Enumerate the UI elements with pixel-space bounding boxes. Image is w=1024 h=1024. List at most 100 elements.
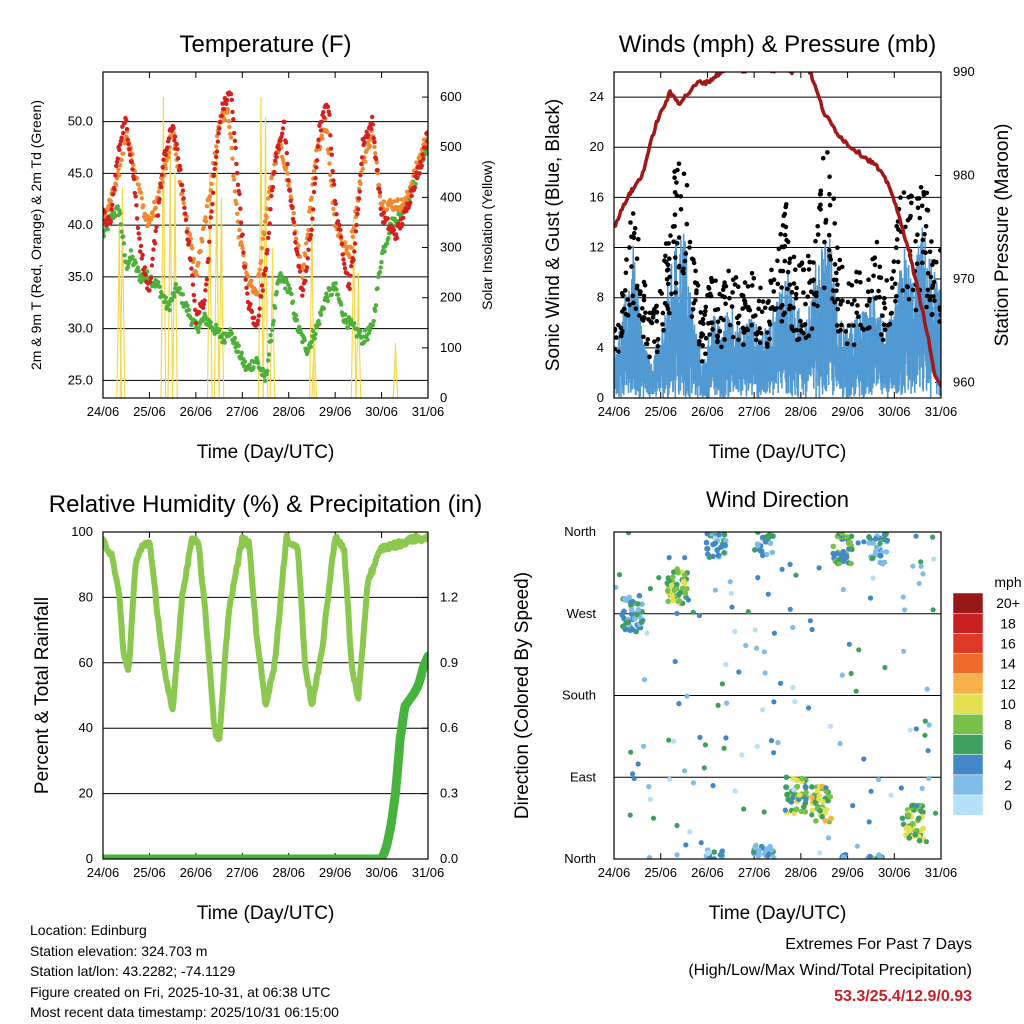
- temp-point: [269, 338, 274, 343]
- temp-point: [117, 211, 123, 216]
- temp-point: [215, 139, 220, 144]
- temp-point: [417, 171, 422, 176]
- temp-point: [413, 181, 418, 186]
- direction-point: [902, 607, 908, 613]
- direction-point: [752, 627, 758, 633]
- gust-point: [913, 307, 919, 313]
- temp-point: [267, 221, 272, 226]
- temp-point: [285, 171, 290, 176]
- temp-point: [257, 267, 262, 272]
- legend-label: 8: [1004, 716, 1012, 732]
- humidity-xlabel: Time (Day/UTC): [197, 903, 335, 924]
- temp-point: [378, 265, 383, 270]
- temp-point: [405, 194, 410, 199]
- gust-point: [869, 288, 874, 294]
- gust-point: [852, 298, 857, 303]
- temp-point: [423, 145, 428, 151]
- direction-tick-label: East: [570, 769, 596, 784]
- temp-xtick-label: 24/06: [87, 404, 120, 419]
- gust-point: [811, 260, 816, 265]
- temp-point: [295, 252, 300, 257]
- temp-point: [119, 158, 124, 163]
- direction-point: [913, 726, 919, 732]
- temp-point: [345, 271, 350, 276]
- direction-point: [722, 542, 728, 549]
- temp-point: [111, 210, 117, 215]
- humidity-y2tick-label: 0.3: [440, 786, 458, 801]
- gust-point: [799, 329, 804, 335]
- direction-tick-label: West: [567, 606, 597, 621]
- direction-point: [767, 843, 773, 850]
- gust-point: [924, 304, 929, 310]
- gust-point: [727, 322, 733, 328]
- temp-point: [171, 125, 176, 131]
- direction-point: [771, 855, 777, 859]
- gust-point: [683, 251, 689, 256]
- temp-point: [194, 273, 200, 278]
- gust-point: [900, 288, 905, 293]
- temp-point: [377, 190, 383, 195]
- direction-point: [666, 776, 673, 782]
- temp-point: [234, 201, 239, 207]
- gust-point: [693, 298, 698, 303]
- direction-point: [909, 820, 916, 827]
- temp-point: [342, 266, 348, 271]
- direction-point: [715, 552, 722, 559]
- temp-point: [289, 291, 294, 297]
- direction-point: [899, 815, 906, 822]
- temp-point: [283, 140, 289, 145]
- gust-point: [893, 298, 898, 304]
- direction-point: [867, 595, 874, 601]
- direction-point: [646, 784, 652, 790]
- temp-point: [116, 167, 121, 172]
- direction-point: [791, 787, 797, 793]
- temp-point: [133, 194, 138, 199]
- gust-point: [623, 270, 629, 276]
- direction-point: [918, 559, 924, 565]
- temp-point: [327, 161, 332, 166]
- temp-point: [202, 298, 207, 303]
- direction-point: [923, 839, 930, 845]
- gust-point: [823, 217, 829, 223]
- extremes-heading: Extremes For Past 7 Days: [785, 936, 972, 953]
- temp-point: [241, 250, 246, 255]
- temp-point: [345, 325, 351, 330]
- temp-point: [409, 193, 414, 199]
- direction-point: [616, 572, 623, 578]
- direction-point: [866, 540, 872, 546]
- temp-point: [209, 209, 214, 214]
- direction-point: [930, 534, 936, 540]
- temp-point: [370, 322, 376, 328]
- temp-point: [338, 302, 344, 307]
- extremes-values: 53.3/25.4/12.9/0.93: [834, 988, 972, 1005]
- direction-point: [888, 792, 894, 798]
- created-text: Figure created on Fri, 2025-10-31, at 06…: [30, 983, 331, 1000]
- temp-point: [234, 161, 239, 167]
- temp-point: [401, 215, 406, 220]
- gust-point: [831, 196, 836, 201]
- wind-ytick-label: 8: [597, 290, 604, 305]
- gust-point: [636, 237, 641, 242]
- gust-point: [881, 300, 887, 306]
- gust-point: [775, 258, 780, 264]
- direction-point: [724, 700, 730, 706]
- direction-point: [793, 777, 800, 783]
- temp-point: [391, 227, 397, 233]
- temp-point: [163, 295, 168, 300]
- wind-ytick-label: 4: [597, 340, 604, 355]
- gust-point: [845, 341, 850, 347]
- direction-point: [843, 553, 849, 559]
- direction-point: [679, 585, 686, 592]
- gust-point: [843, 329, 849, 334]
- direction-point: [674, 610, 680, 617]
- temp-y2tick-label: 400: [440, 189, 462, 204]
- temp-point: [294, 317, 300, 323]
- temp-point: [260, 236, 265, 241]
- temp-point: [307, 209, 312, 214]
- temp-point: [136, 231, 141, 236]
- temp-point: [103, 209, 107, 215]
- gust-point: [749, 322, 754, 328]
- gust-point: [840, 298, 845, 304]
- temp-point: [320, 136, 325, 141]
- direction-point: [840, 586, 847, 593]
